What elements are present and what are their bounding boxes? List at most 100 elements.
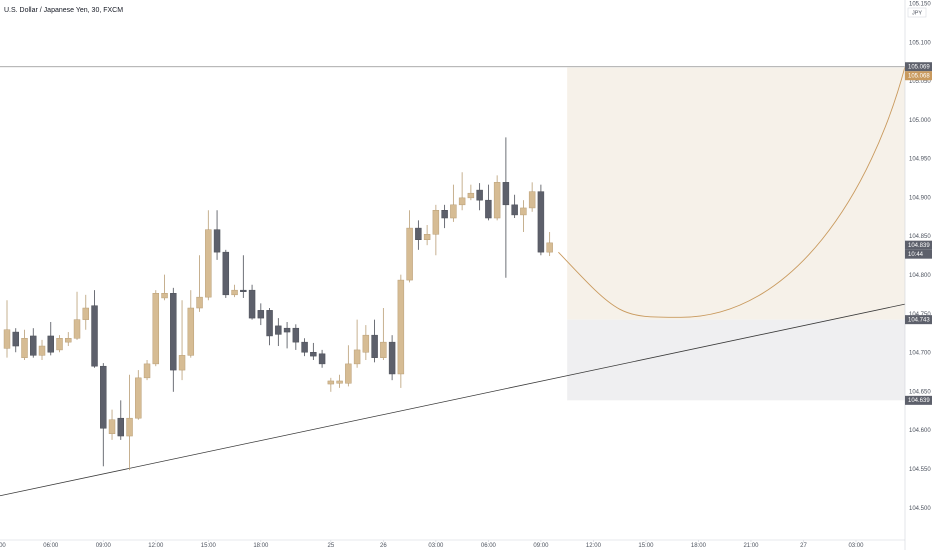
x-tick-label: 06:00: [43, 543, 59, 549]
x-tick-label: 21:00: [743, 543, 759, 549]
candle-body: [126, 417, 133, 437]
candle-body: [257, 310, 265, 319]
candle-body: [318, 353, 326, 365]
candle-body: [450, 204, 457, 219]
candle-body: [161, 293, 168, 299]
chart-title[interactable]: U.S. Dollar / Japanese Yen, 30, FXCM: [4, 7, 123, 14]
y-tick-label: 104.900: [909, 195, 931, 201]
x-tick-label: 27: [800, 543, 807, 549]
candle-body: [388, 341, 396, 375]
y-tick-label: 105.100: [909, 40, 931, 46]
price-label-box: [905, 395, 932, 405]
y-tick-label: 104.550: [909, 467, 931, 473]
candle-body: [275, 325, 282, 335]
y-tick-label: 104.950: [909, 157, 931, 163]
candle-body: [423, 234, 431, 240]
y-tick-label: 104.850: [909, 234, 931, 240]
price-label: 105.068: [908, 74, 930, 80]
y-tick-label: 104.600: [909, 428, 931, 434]
candle-body: [65, 338, 72, 343]
currency-label: JPY: [912, 10, 922, 16]
candle-body: [56, 338, 63, 351]
candle-body: [170, 293, 177, 371]
candle-body: [117, 417, 125, 437]
candle-body: [91, 305, 98, 367]
candle-body: [82, 307, 89, 320]
candle-body: [47, 335, 54, 353]
candle-body: [336, 380, 343, 384]
price-label-box: [905, 240, 932, 250]
x-tick-label: 12:00: [148, 543, 164, 549]
y-tick-label: 104.650: [909, 389, 931, 395]
x-tick-label: 26: [380, 543, 387, 549]
candle-body: [345, 363, 352, 384]
y-tick-label: 104.500: [909, 506, 931, 512]
candle-body: [30, 335, 37, 356]
price-label-box: [905, 62, 932, 72]
trend-line: [0, 303, 906, 497]
x-tick-label: 09:00: [533, 543, 549, 549]
candle-body: [362, 334, 370, 353]
price-label: 104.743: [908, 318, 930, 324]
candle-body: [485, 199, 492, 219]
candle-body: [371, 334, 378, 358]
candle-body: [511, 204, 518, 216]
candle-body: [143, 363, 151, 379]
candle-body: [292, 327, 300, 343]
countdown: 10:44: [908, 252, 924, 258]
price-label-box: [905, 315, 932, 325]
candle-body: [406, 227, 413, 281]
x-tick-label: 15:00: [201, 543, 217, 549]
candle-body: [100, 365, 107, 429]
candle-body: [520, 207, 527, 216]
candle-body: [21, 338, 28, 358]
x-tick-label: 03:00: [428, 543, 444, 549]
price-label-box: [905, 71, 932, 81]
candle-body: [73, 319, 81, 339]
y-tick-label: 104.700: [909, 351, 931, 357]
y-tick-label: 104.750: [909, 312, 931, 318]
zone: [567, 67, 905, 320]
candle-body: [537, 191, 545, 253]
y-tick-label: 104.800: [909, 273, 931, 279]
candle-body: [196, 296, 203, 309]
candle-body: [266, 310, 273, 337]
candle-body: [502, 182, 510, 206]
candle-body: [205, 229, 212, 298]
candle-body: [231, 289, 238, 296]
candle-body: [380, 341, 387, 358]
candle-body: [187, 307, 195, 356]
candle-body: [310, 351, 317, 357]
candle-body: [415, 227, 422, 240]
currency-box: [907, 7, 927, 18]
candle-body: [397, 279, 405, 375]
candle-body: [222, 251, 230, 296]
candle-body: [178, 355, 186, 371]
y-tick-label: 105.000: [909, 118, 931, 124]
x-tick-label: 18:00: [253, 543, 269, 549]
zone: [567, 319, 905, 401]
candle-body: [528, 191, 536, 209]
price-label: 104.839: [908, 243, 930, 249]
y-tick-label: 105.150: [909, 1, 931, 7]
candle-body: [441, 210, 448, 219]
candle-body: [476, 189, 483, 201]
x-tick-label: 18:00: [691, 543, 707, 549]
x-tick-label: 09:00: [96, 543, 112, 549]
x-tick-label: 03:00: [0, 543, 6, 549]
candle-body: [135, 377, 142, 419]
candle-body: [152, 293, 160, 365]
candle-body: [353, 349, 361, 365]
x-tick-label: 03:00: [848, 543, 864, 549]
x-tick-label: 12:00: [586, 543, 602, 549]
candle-body: [213, 229, 221, 253]
price-label: 105.069: [908, 65, 930, 71]
candle-body: [432, 210, 440, 235]
candle-body: [458, 197, 466, 206]
x-tick-label: 25: [327, 543, 334, 549]
candle-body: [248, 289, 256, 319]
candle-body: [283, 327, 291, 333]
candle-body: [108, 419, 116, 434]
candle-body: [12, 331, 19, 347]
